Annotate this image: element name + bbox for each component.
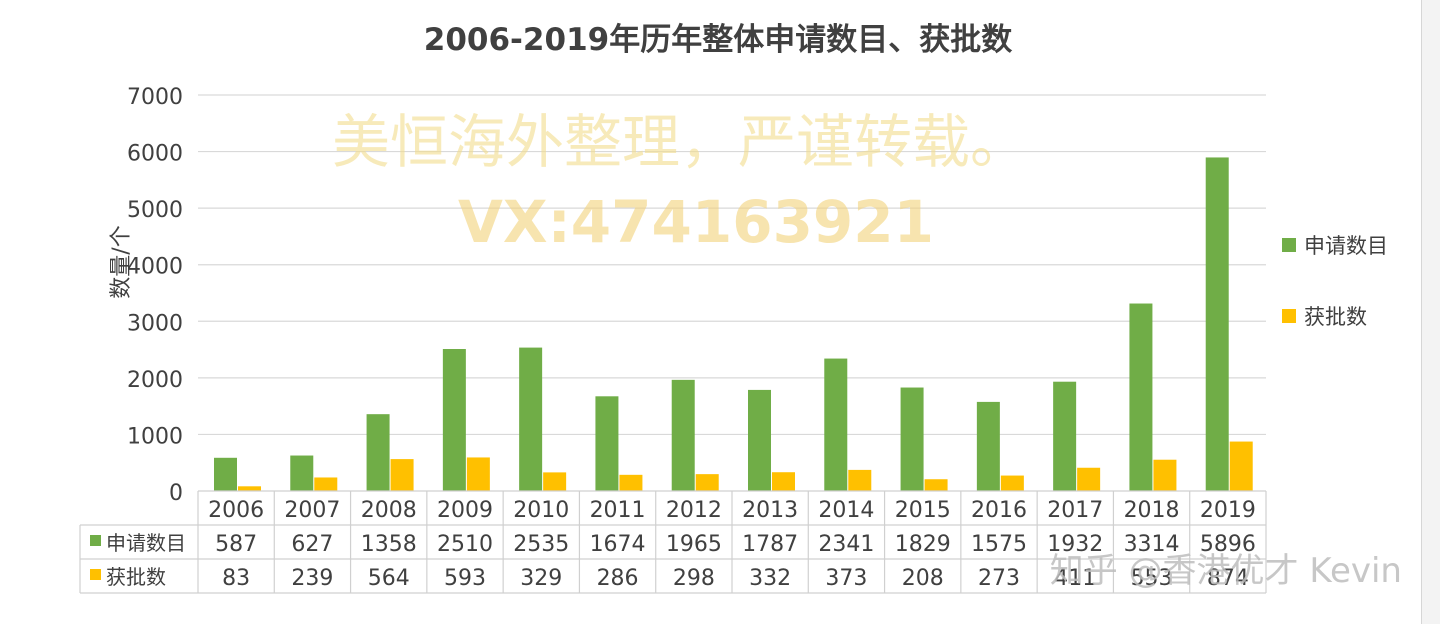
bar-applications xyxy=(824,358,848,491)
y-tick-label: 2000 xyxy=(127,368,183,393)
data-label: 2341 xyxy=(818,532,874,557)
data-label: 83 xyxy=(222,566,250,591)
x-tick-label: 2017 xyxy=(1047,498,1103,523)
data-label: 587 xyxy=(215,532,257,557)
x-tick-label: 2011 xyxy=(590,498,646,523)
x-tick-label: 2013 xyxy=(742,498,798,523)
bar-applications xyxy=(366,414,390,491)
x-tick-label: 2018 xyxy=(1124,498,1180,523)
data-label: 627 xyxy=(291,532,333,557)
bar-applications xyxy=(519,347,543,491)
bar-approvals xyxy=(543,472,567,491)
data-label: 273 xyxy=(978,566,1020,591)
bar-approvals xyxy=(848,469,872,491)
legend-swatch xyxy=(1282,238,1296,252)
data-label: 1575 xyxy=(971,532,1027,557)
bar-approvals xyxy=(314,477,338,491)
bar-approvals xyxy=(1229,441,1253,491)
y-tick-label: 1000 xyxy=(127,424,183,449)
watermark-line-2: VX:474163921 xyxy=(458,188,934,256)
data-label: 874 xyxy=(1207,566,1249,591)
data-label: 208 xyxy=(902,566,944,591)
bar-approvals xyxy=(1077,467,1101,491)
data-label: 5896 xyxy=(1200,532,1256,557)
legend-label: 获批数 xyxy=(1304,305,1367,329)
x-tick-label: 2012 xyxy=(666,498,722,523)
x-tick-label: 2006 xyxy=(208,498,264,523)
bar-approvals xyxy=(1153,459,1177,491)
y-tick-label: 7000 xyxy=(127,85,183,110)
data-label: 329 xyxy=(520,566,562,591)
x-tick-label: 2010 xyxy=(513,498,569,523)
bar-applications xyxy=(595,396,619,491)
data-label: 373 xyxy=(825,566,867,591)
table-legend-key xyxy=(90,569,101,580)
bar-applications xyxy=(748,389,771,491)
y-tick-label: 0 xyxy=(169,481,183,506)
bar-applications xyxy=(214,457,237,491)
bars xyxy=(214,157,1253,491)
data-label: 1787 xyxy=(742,532,798,557)
data-label: 2535 xyxy=(513,532,569,557)
data-label: 1674 xyxy=(590,532,646,557)
watermark: 美恒海外整理，严谨转载。 VX:474163921 知乎 @香港优才 Kevin xyxy=(332,108,1402,591)
y-tick-label: 3000 xyxy=(127,311,183,336)
bar-applications xyxy=(290,455,314,491)
bar-approvals xyxy=(1000,475,1024,491)
data-label: 564 xyxy=(368,566,410,591)
table-legend-key xyxy=(90,535,101,546)
legend-label: 申请数目 xyxy=(1304,234,1388,258)
data-label: 553 xyxy=(1131,566,1173,591)
data-label: 1829 xyxy=(895,532,951,557)
x-tick-label: 2014 xyxy=(818,498,874,523)
bar-applications xyxy=(976,401,1000,491)
data-label: 2510 xyxy=(437,532,493,557)
data-label: 411 xyxy=(1054,566,1096,591)
bar-applications xyxy=(1053,381,1077,491)
data-label: 332 xyxy=(749,566,791,591)
data-label: 1932 xyxy=(1047,532,1103,557)
legend-swatch xyxy=(1282,309,1296,323)
y-tick-label: 6000 xyxy=(127,142,183,167)
bar-applications xyxy=(671,379,695,491)
x-tick-label: 2009 xyxy=(437,498,493,523)
data-label: 298 xyxy=(673,566,715,591)
y-tick-label: 5000 xyxy=(127,198,183,223)
chart-title: 2006-2019年历年整体申请数目、获批数 xyxy=(424,22,1012,58)
watermark-line-1: 美恒海外整理，严谨转载。 xyxy=(332,108,1028,176)
x-tick-label: 2008 xyxy=(361,498,417,523)
bar-approvals xyxy=(695,474,719,491)
bar-approvals xyxy=(619,474,643,491)
window-edge xyxy=(1421,0,1440,624)
bar-applications xyxy=(1205,157,1229,491)
y-tick-label: 4000 xyxy=(127,255,183,280)
data-label: 593 xyxy=(444,566,486,591)
x-tick-label: 2007 xyxy=(284,498,340,523)
bar-approvals xyxy=(390,459,414,491)
bar-applications xyxy=(1129,303,1153,491)
data-label: 1358 xyxy=(361,532,417,557)
bar-applications xyxy=(900,387,924,491)
data-table: 2006 587 83 2007 627 239 2008 1358 564 2009 2510 59… xyxy=(79,490,1267,594)
bar-approvals xyxy=(924,479,948,491)
data-label: 239 xyxy=(291,566,333,591)
data-label: 1965 xyxy=(666,532,722,557)
y-ticks: 0 1000 2000 3000 4000 5000 6000 7000 xyxy=(127,85,183,506)
bar-approvals xyxy=(238,486,261,491)
watermark-corner: 知乎 @香港优才 Kevin xyxy=(1050,551,1402,591)
table-series-name: 申请数目 xyxy=(106,531,186,555)
bar-approvals xyxy=(466,457,490,491)
x-tick-label: 2016 xyxy=(971,498,1027,523)
bar-applications xyxy=(442,349,466,491)
data-label: 286 xyxy=(597,566,639,591)
bar-approvals xyxy=(772,472,795,491)
table-series-name: 获批数 xyxy=(106,565,166,589)
data-label: 3314 xyxy=(1124,532,1180,557)
y-axis-label: 数量/个 xyxy=(109,225,134,298)
x-tick-label: 2015 xyxy=(895,498,951,523)
x-tick-label: 2019 xyxy=(1200,498,1256,523)
